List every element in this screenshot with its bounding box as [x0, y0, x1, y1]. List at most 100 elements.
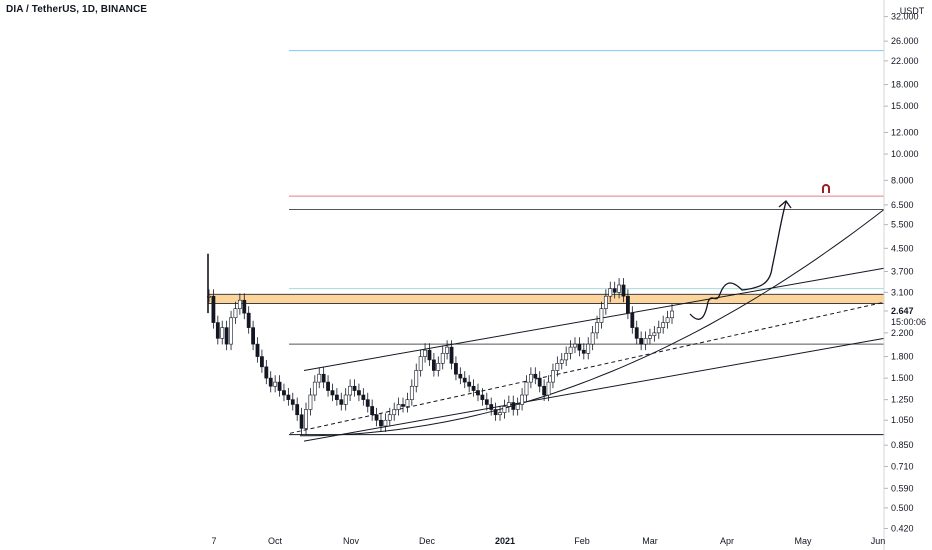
candle-body: [361, 394, 366, 400]
candle-body: [621, 284, 626, 297]
y-tick-label: 0.420: [891, 523, 914, 533]
candle-body: [321, 373, 326, 383]
candle-body: [409, 385, 414, 400]
candle-body: [405, 399, 410, 407]
y-tick-label: 0.500: [891, 503, 914, 513]
y-tick-label: 3.100: [891, 287, 914, 297]
candle-body: [595, 322, 599, 334]
candle-body: [348, 385, 353, 396]
candle-body: [326, 381, 330, 391]
x-tick-label: Dec: [419, 536, 436, 546]
candle-body: [379, 419, 383, 427]
candle-body: [511, 402, 516, 410]
candle-body: [648, 335, 652, 339]
candle-body: [383, 419, 388, 427]
candle-body: [608, 288, 613, 297]
candle-body: [581, 349, 586, 354]
candle-body: [502, 406, 507, 413]
candle-body: [308, 394, 313, 410]
y-tick-label: 4.500: [891, 243, 914, 253]
y-tick-label: 22.000: [891, 56, 919, 66]
candle-body: [617, 284, 621, 293]
candle-body: [670, 310, 674, 319]
current-price-label: 2.647: [891, 306, 914, 316]
candle-body: [268, 377, 273, 387]
projection-arrow-head: [778, 200, 792, 209]
candle-body: [374, 414, 379, 421]
candle-body: [401, 404, 405, 407]
x-tick-label: Nov: [343, 536, 360, 546]
candle-body: [489, 404, 494, 410]
candle-body: [528, 373, 533, 383]
candle-body: [423, 349, 427, 357]
candle-body: [480, 394, 485, 400]
candle-body: [555, 363, 560, 371]
candle-body: [427, 349, 432, 361]
candle-body: [440, 353, 445, 364]
candle-body: [445, 346, 450, 354]
candle-body: [542, 385, 547, 396]
price-axis[interactable]: 32.000 26.000 22.000 18.000 15.000 12.000 10.0…: [884, 12, 926, 534]
x-tick-label: Oct: [268, 536, 283, 546]
candle-body: [224, 327, 229, 345]
currency-label: USDT: [900, 6, 925, 16]
candle-body: [370, 406, 375, 416]
candle-body: [612, 288, 617, 293]
candle-body: [277, 381, 282, 391]
candle-body: [546, 381, 551, 396]
channel-mid-dashed-line: [289, 301, 885, 434]
y-tick-label: 0.590: [891, 483, 914, 493]
candles-layer: [207, 253, 674, 435]
candle-body: [330, 390, 335, 396]
candle-body: [564, 353, 569, 361]
candle-body: [476, 390, 480, 396]
candle-body: [220, 327, 225, 339]
candle-body: [462, 377, 467, 383]
y-tick-label: 6.500: [891, 200, 914, 210]
candle-body: [211, 295, 216, 323]
candle-body: [237, 299, 242, 309]
y-tick-label: 12.000: [891, 127, 919, 137]
candle-body: [387, 414, 392, 421]
candle-body: [652, 332, 657, 336]
candle-body: [251, 327, 255, 345]
projection-path: [689, 201, 787, 320]
x-tick-label: May: [794, 536, 812, 546]
candle-body: [255, 343, 260, 357]
y-tick-label: 10.000: [891, 149, 919, 159]
candle-body: [520, 394, 524, 405]
y-tick-label: 1.800: [891, 352, 914, 362]
y-tick-label: 1.250: [891, 395, 914, 405]
candle-body: [304, 409, 308, 429]
y-tick-label: 5.500: [891, 220, 914, 230]
candle-body: [577, 343, 582, 351]
candle-body: [264, 366, 269, 379]
x-tick-label: Apr: [720, 536, 734, 546]
y-tick-label: 1.500: [891, 373, 914, 383]
resistance-zone: [207, 293, 885, 304]
candle-body: [656, 327, 661, 334]
y-tick-label: 0.710: [891, 461, 914, 471]
candle-body: [484, 399, 489, 405]
candle-body: [290, 399, 295, 405]
countdown-label: 15:00:06: [891, 317, 926, 327]
candle-body: [639, 338, 644, 345]
candle-body: [630, 312, 635, 328]
candle-body: [590, 332, 595, 345]
candle-body: [573, 343, 577, 348]
candle-body: [299, 414, 304, 429]
time-axis[interactable]: 7 Oct Nov Dec 2021 Feb Mar Apr May Jun: [211, 536, 885, 546]
magnet-icon: [822, 184, 830, 193]
candle-body: [357, 390, 361, 396]
candle-body: [343, 394, 348, 405]
candle-body: [436, 363, 441, 371]
candle-body: [533, 373, 538, 379]
candle-body: [626, 295, 630, 314]
y-tick-label: 15.000: [891, 101, 919, 111]
candle-body: [418, 356, 423, 371]
candle-body: [506, 402, 511, 407]
x-tick-label: Mar: [642, 536, 658, 546]
overlay-layer: [689, 184, 830, 320]
channel-upper-line: [303, 267, 885, 371]
